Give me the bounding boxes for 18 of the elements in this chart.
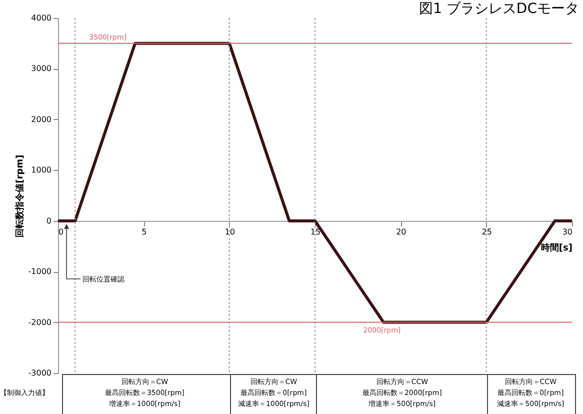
x-tick-label: 0: [58, 227, 64, 236]
y-tick-label: 1000: [31, 166, 52, 175]
y-tick-label: -1000: [28, 267, 52, 276]
y-tick-label: 0: [46, 216, 52, 226]
x-tick-label: 30: [562, 227, 572, 236]
x-tick-label: 25: [482, 227, 492, 236]
y-tick-label: -3000: [28, 368, 52, 378]
x-tick-label: 15: [310, 227, 321, 236]
y-axis-title: 回転数指令値[rpm]: [14, 154, 26, 238]
x-tick-label: 5: [142, 227, 147, 236]
x-axis-title: 時間[s]: [540, 242, 572, 254]
chart-title: 図1 ブラシレスDCモータ: [419, 0, 579, 18]
y-tick-label: 4000: [31, 14, 52, 22]
x-tick-label: 20: [396, 227, 406, 236]
y-tick-label: -2000: [28, 318, 52, 327]
y-tick-label: 2000: [31, 114, 52, 124]
y-tick-label: 3000: [31, 64, 52, 74]
x-tick-label: 10: [224, 227, 235, 236]
